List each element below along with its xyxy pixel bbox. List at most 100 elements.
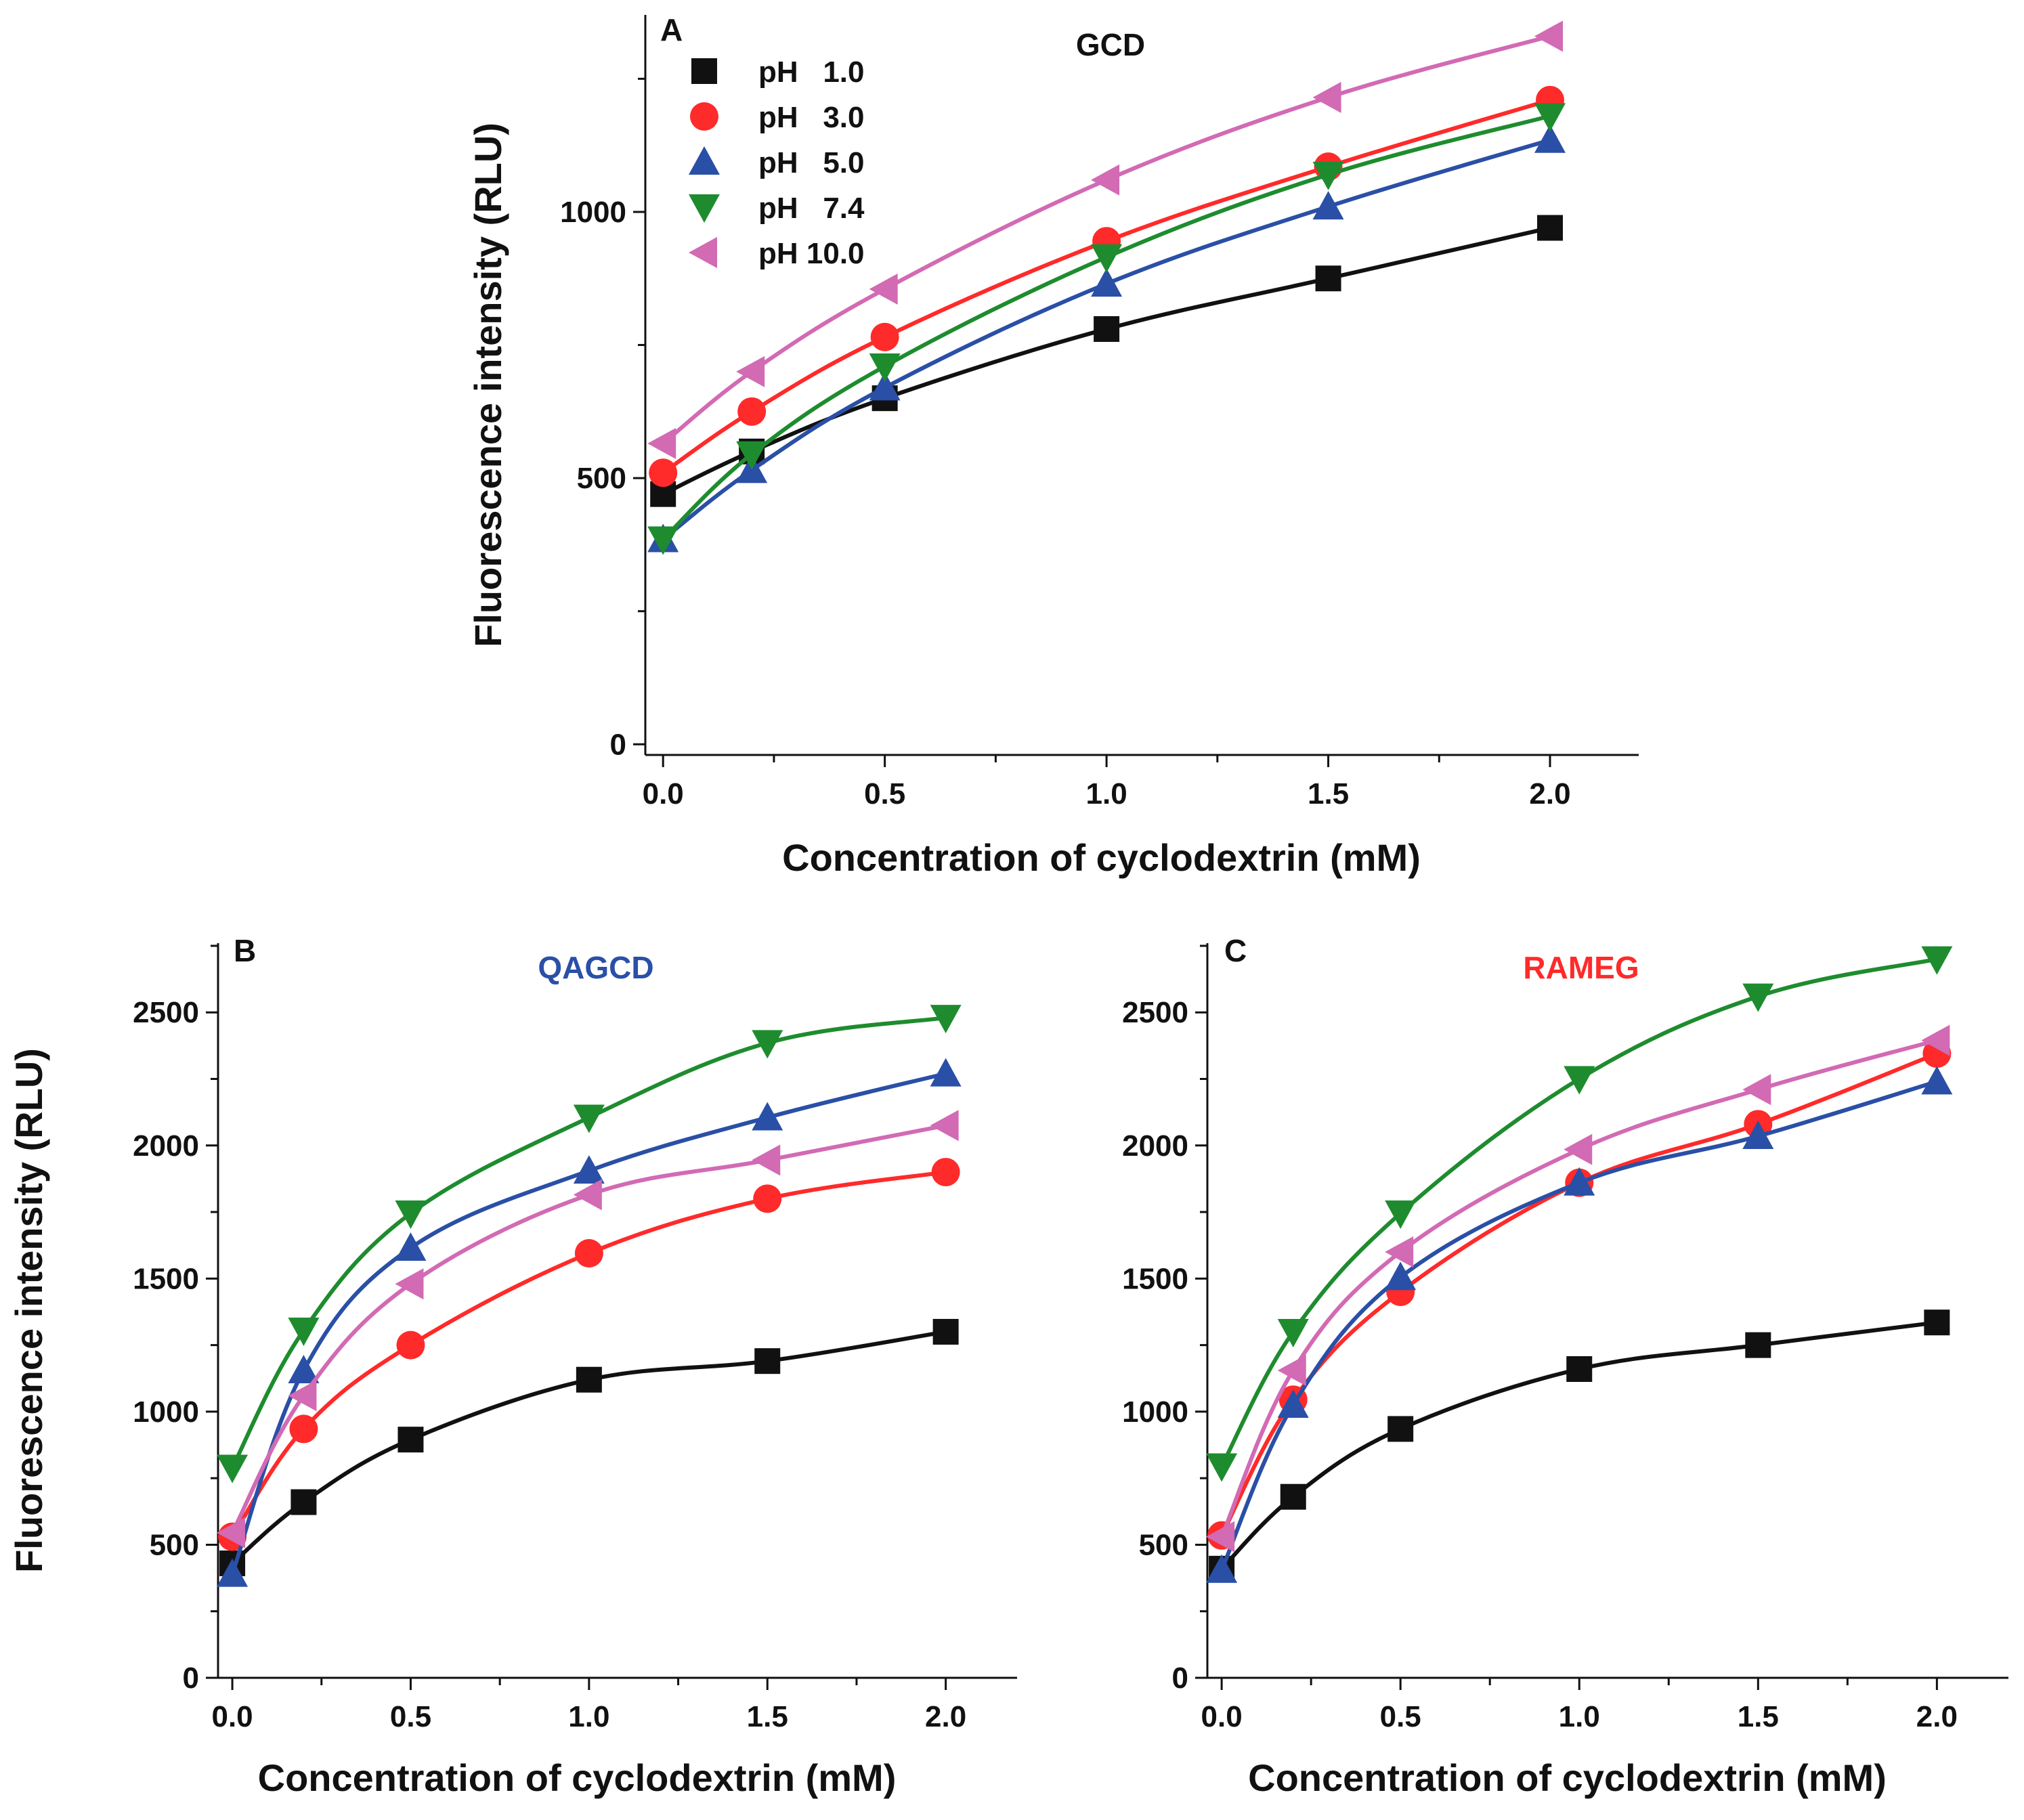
series-3	[217, 1058, 962, 1587]
data-point	[573, 1155, 605, 1184]
y-tick-label: 1000	[1122, 1395, 1188, 1429]
legend-label: pH 5.0	[758, 146, 865, 179]
y-tick-label: 1500	[1122, 1262, 1188, 1295]
panel-c: 0.0 0.5 1.0 1.5 2.0 0 500 1000 1500 2000 2500 Conce…	[1122, 933, 2008, 1799]
data-point	[1564, 1066, 1595, 1095]
x-axis-title: Concentration of cyclodextrin (mM)	[258, 1756, 897, 1799]
data-point	[1742, 1074, 1771, 1106]
data-point	[573, 1179, 602, 1211]
x-tick-label: 0.5	[864, 777, 905, 810]
data-point	[869, 372, 901, 401]
data-point	[574, 1238, 603, 1268]
legend-marker	[689, 194, 720, 223]
panel-b: 0.0 0.5 1.0 1.5 2.0 0 500 1000 1500 2000 2500 Conce…	[7, 933, 1017, 1799]
data-point	[1385, 1261, 1417, 1291]
y-axis-title: Fluorescence intensity (RLU)	[467, 123, 509, 647]
data-point	[1921, 1066, 1953, 1095]
data-point	[576, 1366, 602, 1393]
data-point	[1312, 191, 1344, 220]
data-point	[217, 1454, 249, 1483]
x-tick-label: 0.0	[643, 777, 684, 810]
x-tick-label: 0.0	[211, 1700, 253, 1733]
series-line	[230, 1123, 947, 1534]
x-tick-label: 2.0	[925, 1700, 966, 1733]
x-tick-label: 1.5	[747, 1700, 788, 1733]
panel-title: QAGCD	[538, 950, 653, 985]
series-line	[1220, 1079, 1938, 1571]
data-point	[649, 458, 678, 488]
series-line	[230, 1016, 947, 1469]
panel-letter: A	[660, 12, 683, 47]
data-point	[1206, 1554, 1238, 1583]
series-line	[1220, 1052, 1938, 1537]
data-point	[930, 1005, 962, 1034]
data-point	[1280, 1483, 1306, 1510]
data-point	[1385, 1200, 1417, 1230]
data-point	[1534, 20, 1564, 52]
data-point	[288, 1380, 317, 1412]
y-tick-label: 500	[1139, 1528, 1188, 1561]
y-tick-label: 0	[183, 1662, 199, 1695]
legend-label: pH 10.0	[758, 237, 865, 270]
data-point	[752, 1102, 783, 1131]
series-line	[231, 1329, 947, 1565]
data-point	[1924, 1309, 1950, 1336]
x-tick-label: 1.0	[1559, 1700, 1600, 1733]
data-point	[395, 1232, 427, 1261]
data-point	[870, 322, 899, 351]
x-tick-label: 1.5	[1308, 777, 1349, 810]
data-point	[1091, 268, 1123, 297]
data-point	[217, 1558, 249, 1587]
x-tick-label: 2.0	[1916, 1700, 1958, 1733]
y-tick-label: 2500	[1122, 996, 1188, 1029]
data-point	[1094, 316, 1120, 342]
data-point	[396, 1330, 425, 1360]
series-5	[217, 1110, 959, 1548]
data-point	[288, 1317, 320, 1346]
data-point	[289, 1414, 318, 1444]
data-point	[288, 1354, 320, 1383]
y-tick-label: 2500	[133, 996, 199, 1029]
data-point	[647, 427, 676, 459]
data-point	[754, 1348, 781, 1374]
series-3	[1206, 1066, 1953, 1583]
y-tick-label: 500	[577, 462, 626, 495]
series-5	[647, 20, 1564, 459]
data-point	[930, 1058, 962, 1087]
series-line	[1220, 957, 1937, 1467]
series-4	[1206, 946, 1953, 1482]
series-2	[218, 1158, 960, 1551]
y-tick-label: 2000	[133, 1129, 199, 1163]
data-point	[395, 1200, 427, 1230]
x-axis-title: Concentration of cyclodextrin (mM)	[782, 836, 1421, 879]
y-tick-label: 1000	[133, 1395, 199, 1429]
legend-marker	[689, 237, 717, 268]
data-point	[737, 397, 767, 426]
data-point	[753, 1184, 782, 1213]
data-point	[290, 1489, 317, 1515]
legend-marker	[689, 146, 720, 175]
y-tick-label: 2000	[1122, 1129, 1188, 1163]
y-tick-label: 0	[1172, 1662, 1188, 1695]
data-point	[736, 441, 768, 470]
data-point	[647, 526, 679, 555]
data-point	[1277, 1389, 1309, 1418]
data-point	[397, 1427, 424, 1453]
data-point	[1564, 1133, 1593, 1165]
data-point	[1312, 81, 1341, 113]
legend-marker	[690, 102, 718, 131]
data-point	[1745, 1332, 1771, 1358]
data-point	[1091, 244, 1123, 273]
x-tick-label: 0.5	[390, 1700, 431, 1733]
y-tick-label: 0	[610, 728, 626, 761]
x-tick-label: 0.5	[1380, 1700, 1421, 1733]
data-point	[752, 1030, 783, 1059]
data-point	[752, 1144, 781, 1176]
series-line	[230, 1170, 947, 1538]
data-point	[217, 1517, 246, 1548]
data-point	[1206, 1521, 1235, 1553]
panel-letter: B	[234, 933, 256, 968]
panel-a: 0.0 0.5 1.0 1.5 2.0 0 500 1000 Concentration of …	[467, 12, 1639, 879]
panel-title: GCD	[1076, 27, 1145, 62]
series-1	[219, 1318, 959, 1576]
